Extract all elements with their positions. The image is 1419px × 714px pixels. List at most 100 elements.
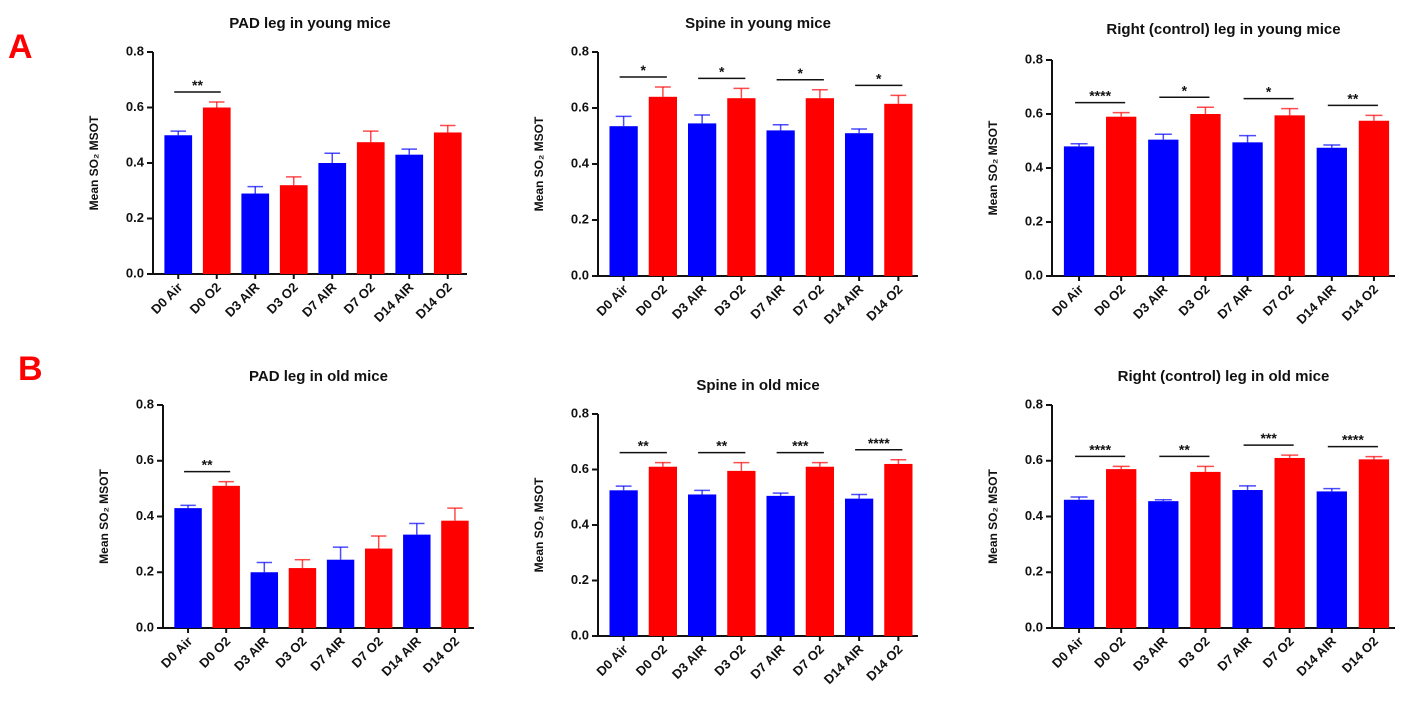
chart-title: Right (control) leg in young mice (1106, 21, 1340, 38)
y-tick-label: 0.6 (126, 99, 144, 114)
x-tick-label: D7 O2 (1260, 282, 1297, 319)
x-tick-label: D3 AIR (669, 641, 710, 682)
y-tick-label: 0.0 (571, 627, 589, 642)
x-tick-label: D14 O2 (1339, 282, 1381, 324)
x-tick-label: D14 AIR (378, 633, 424, 679)
bar (884, 103, 913, 276)
x-tick-label: D0 Air (593, 282, 630, 319)
y-tick-label: 0.2 (126, 210, 144, 225)
y-tick-label: 0.8 (571, 43, 589, 58)
bar (844, 498, 874, 636)
bar (687, 494, 717, 636)
x-tick-label: D14 AIR (1293, 633, 1339, 679)
y-axis-label: Mean SO₂ MSOT (532, 116, 546, 211)
bar (441, 520, 469, 628)
chart: PAD leg in old mice Mean SO₂ MSOT 0.0 0.2 0.… (97, 368, 474, 679)
x-tick-label: D7 AIR (1214, 281, 1255, 322)
significance-label: * (641, 62, 647, 78)
y-tick-label: 0.4 (1025, 508, 1044, 523)
bar (403, 534, 431, 628)
y-tick-label: 0.8 (126, 43, 144, 58)
chart: Spine in old mice Mean SO₂ MSOT 0.0 0.2 0.4 0… (532, 377, 918, 687)
y-tick-label: 0.6 (571, 461, 589, 476)
significance-label: ** (716, 438, 727, 454)
significance-label: **** (1342, 432, 1364, 448)
bar (1316, 491, 1347, 628)
bar (1106, 469, 1137, 628)
chart-title: Spine in old mice (696, 377, 819, 394)
bar (805, 466, 835, 636)
significance-label: ** (202, 457, 213, 473)
x-tick-label: D3 AIR (222, 279, 263, 320)
y-tick-label: 0.8 (571, 405, 589, 420)
bar (202, 107, 231, 274)
significance-label: ** (1179, 441, 1190, 457)
x-tick-label: D7 AIR (747, 281, 788, 322)
chart: Right (control) leg in young mice Mean SO… (986, 21, 1395, 327)
bar (766, 495, 795, 636)
y-tick-label: 0.0 (1025, 619, 1043, 634)
x-tick-label: D14 AIR (821, 281, 867, 327)
y-tick-label: 0.6 (136, 452, 154, 467)
significance-label: * (719, 63, 725, 79)
bar (1063, 146, 1095, 276)
x-tick-label: D14 O2 (420, 634, 462, 676)
x-tick-label: D7 O2 (349, 634, 386, 671)
x-tick-label: D3 O2 (711, 642, 748, 679)
x-tick-label: D0 O2 (633, 282, 670, 319)
x-tick-label: D3 O2 (1175, 282, 1212, 319)
y-tick-label: 0.2 (571, 572, 589, 587)
bar (766, 130, 795, 276)
x-tick-label: D7 AIR (299, 279, 340, 320)
x-tick-label: D7 O2 (341, 280, 378, 317)
bar (648, 96, 678, 276)
bar (1358, 120, 1390, 276)
bar (609, 490, 638, 636)
y-axis-label: Mean SO₂ MSOT (87, 115, 101, 210)
y-tick-label: 0.6 (571, 99, 589, 114)
x-tick-label: D3 O2 (1175, 634, 1212, 671)
x-tick-label: D0 Air (1049, 634, 1086, 671)
y-axis-label: Mean SO₂ MSOT (986, 120, 1000, 215)
y-tick-label: 0.4 (1025, 159, 1044, 174)
bar (1063, 499, 1095, 628)
significance-label: **** (1089, 441, 1111, 457)
bar (805, 98, 835, 276)
x-tick-label: D14 O2 (863, 642, 905, 684)
bar (844, 133, 874, 276)
bar (250, 572, 279, 628)
bar (326, 559, 355, 628)
bar (727, 98, 756, 276)
x-tick-label: D0 Air (1049, 282, 1086, 319)
y-tick-label: 0.8 (136, 396, 154, 411)
y-tick-label: 0.8 (1025, 396, 1043, 411)
significance-label: *** (1260, 430, 1277, 446)
bar (1190, 471, 1221, 628)
x-tick-label: D14 O2 (413, 280, 455, 322)
panel-label: B (18, 350, 43, 388)
y-tick-label: 0.4 (571, 155, 590, 170)
y-tick-label: 0.2 (571, 211, 589, 226)
x-tick-label: D0 Air (158, 634, 195, 671)
y-tick-label: 0.2 (136, 564, 154, 579)
y-tick-label: 0.4 (571, 516, 590, 531)
bar (356, 142, 385, 274)
bar (648, 466, 678, 636)
bar (318, 163, 347, 274)
y-axis-label: Mean SO₂ MSOT (97, 468, 111, 563)
significance-label: * (1182, 82, 1188, 98)
y-tick-label: 0.2 (1025, 213, 1043, 228)
x-tick-label: D3 O2 (711, 282, 748, 319)
x-tick-label: D0 O2 (1091, 282, 1128, 319)
bar (687, 123, 717, 277)
x-tick-label: D0 Air (593, 642, 630, 679)
bar (1274, 115, 1305, 276)
x-tick-label: D14 AIR (371, 279, 417, 325)
x-tick-label: D14 AIR (821, 641, 867, 687)
significance-label: ** (1347, 90, 1358, 106)
significance-label: * (798, 65, 804, 81)
significance-label: ** (638, 438, 649, 454)
y-tick-label: 0.2 (1025, 564, 1043, 579)
x-tick-label: D3 AIR (669, 281, 710, 322)
